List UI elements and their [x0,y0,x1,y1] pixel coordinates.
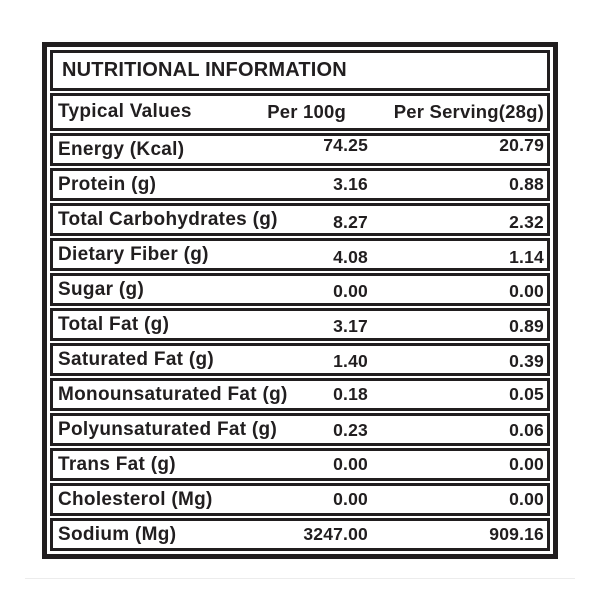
nutrient-name: Monounsaturated Fat (g) [58,383,288,405]
per-100g-value: 3.17 [333,316,368,336]
per-serving-value: 0.00 [509,489,544,509]
column-header-per-serving: Per Serving(28g) [393,101,544,122]
nutrient-name: Energy (Kcal) [58,138,185,160]
nutrient-name: Total Carbohydrates (g) [58,208,278,230]
per-100g-value: 0.18 [333,384,368,404]
per-serving-value: 0.39 [509,351,544,371]
nutrient-name: Trans Fat (g) [58,453,176,475]
per-serving-value: 1.14 [509,247,544,267]
table-row: Saturated Fat (g) 1.40 0.39 [50,343,550,376]
per-100g-value: 3247.00 [303,524,368,544]
table-row: Trans Fat (g) 0.00 0.00 [50,448,550,481]
nutrient-name: Polyunsaturated Fat (g) [58,418,278,440]
per-100g-value: 4.08 [333,247,368,267]
table-row: Cholesterol (Mg) 0.00 0.00 [50,483,550,516]
per-100g-value: 74.25 [323,135,368,155]
per-100g-value: 8.27 [333,212,368,232]
per-serving-value: 0.00 [509,454,544,474]
table-row: Sugar (g) 0.00 0.00 [50,273,550,306]
column-header-per-100g: Per 100g [267,101,346,122]
per-100g-value: 0.00 [333,281,368,301]
table-title-row: NUTRITIONAL INFORMATION [50,50,550,91]
nutrient-name: Protein (g) [58,173,157,195]
per-serving-value: 0.88 [509,174,544,194]
per-serving-value: 0.05 [509,384,544,404]
nutrient-name: Cholesterol (Mg) [58,488,213,510]
per-100g-value: 3.16 [333,174,368,194]
table-row: Monounsaturated Fat (g) 0.18 0.05 [50,378,550,411]
nutrition-facts-table: NUTRITIONAL INFORMATION Typical Values P… [42,42,558,559]
table-row: Protein (g) 3.16 0.88 [50,168,550,201]
per-100g-value: 1.40 [333,351,368,371]
nutrient-name: Sodium (Mg) [58,523,177,545]
per-serving-value: 909.16 [489,524,544,544]
table-title: NUTRITIONAL INFORMATION [62,59,347,81]
column-header-typical-values: Typical Values [58,101,192,122]
per-100g-value: 0.23 [333,420,368,440]
per-100g-value: 0.00 [333,454,368,474]
image-bottom-edge-line [25,578,575,579]
per-serving-value: 2.32 [509,212,544,232]
table-header-row: Typical Values Per 100g Per Serving(28g) [50,93,550,131]
nutrient-name: Sugar (g) [58,278,145,300]
table-row: Polyunsaturated Fat (g) 0.23 0.06 [50,413,550,446]
nutrient-name: Total Fat (g) [58,313,170,335]
table-row: Energy (Kcal) 74.25 20.79 [50,133,550,166]
table-row: Total Fat (g) 3.17 0.89 [50,308,550,341]
nutrient-name: Dietary Fiber (g) [58,243,209,265]
per-serving-value: 0.89 [509,316,544,336]
per-100g-value: 0.00 [333,489,368,509]
table-row: Dietary Fiber (g) 4.08 1.14 [50,238,550,271]
table-row: Total Carbohydrates (g) 8.27 2.32 [50,203,550,236]
per-serving-value: 20.79 [499,135,544,155]
nutrient-name: Saturated Fat (g) [58,348,215,370]
per-serving-value: 0.00 [509,281,544,301]
table-row: Sodium (Mg) 3247.00 909.16 [50,518,550,551]
per-serving-value: 0.06 [509,420,544,440]
